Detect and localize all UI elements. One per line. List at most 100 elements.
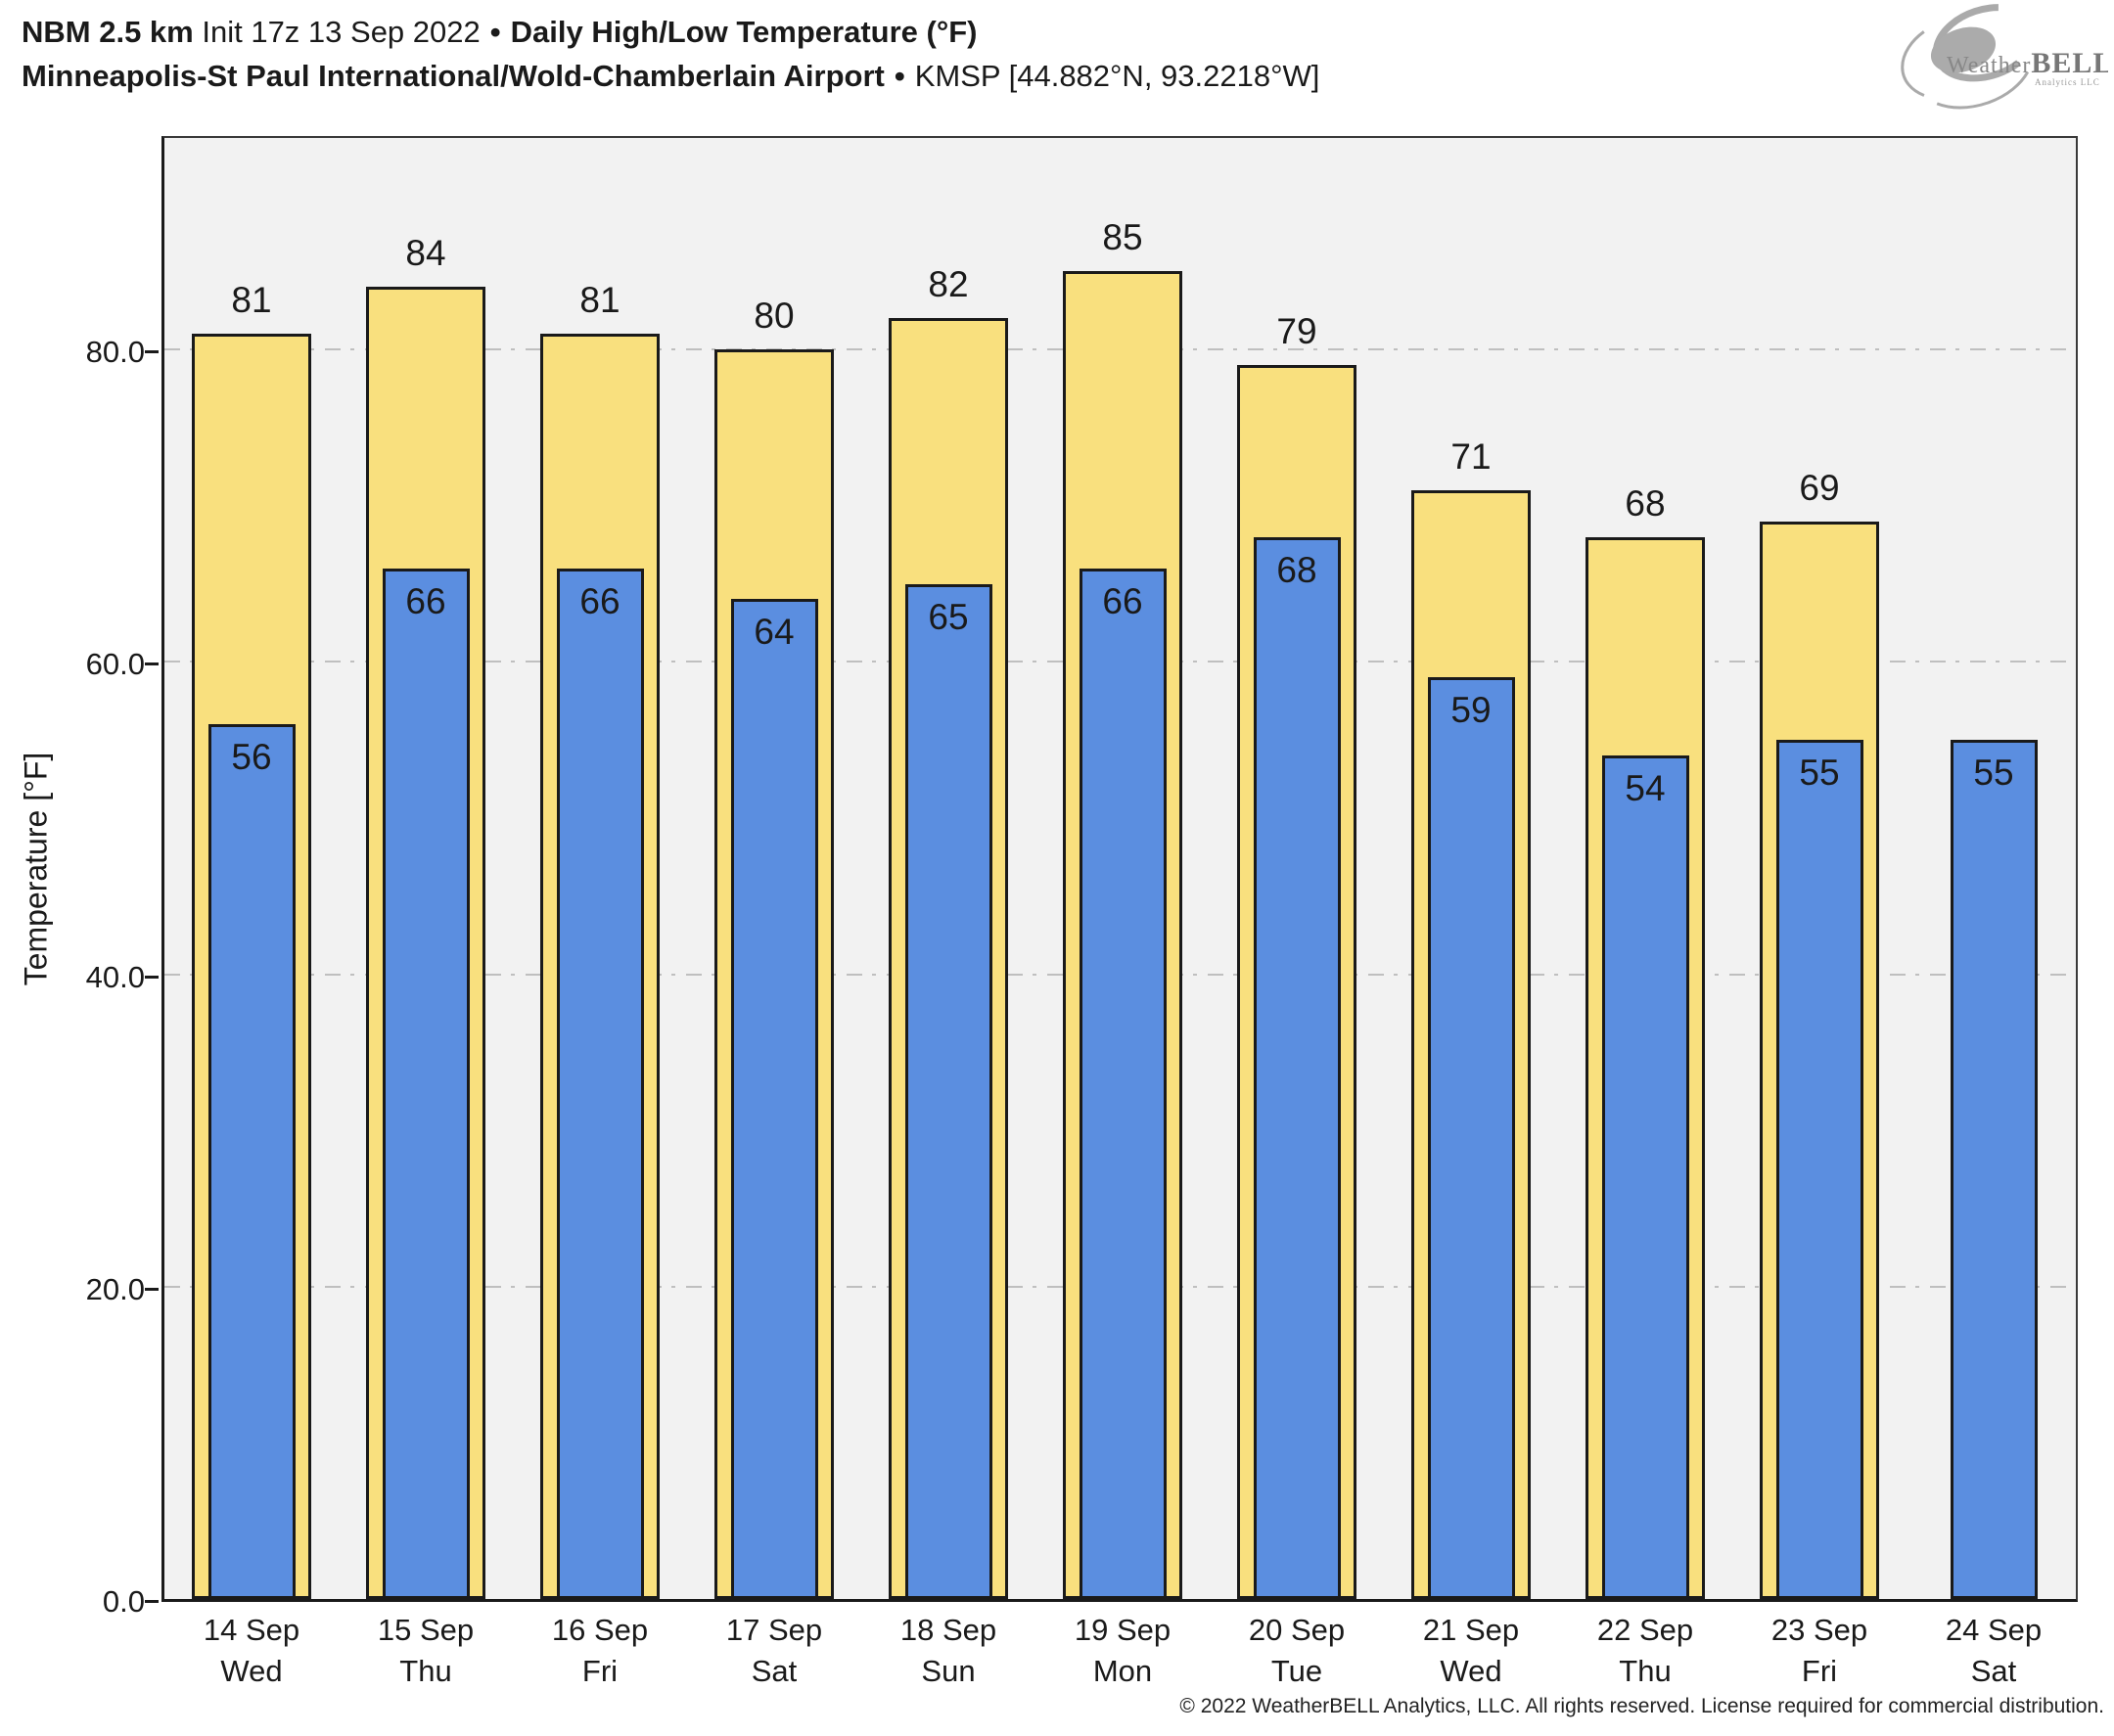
copyright-notice: © 2022 WeatherBELL Analytics, LLC. All r… (1179, 1695, 2104, 1717)
x-label-date: 18 Sep (899, 1613, 997, 1647)
low-bar (904, 583, 992, 1599)
x-label-day: Wed (1440, 1654, 1502, 1688)
x-tick-label: 19 Sep Mon (1035, 1610, 1210, 1692)
low-bar (556, 568, 644, 1599)
station-coordinates: KMSP [44.882°N, 93.2218°W] (914, 59, 1320, 93)
bar-slot: 80 64 17 Sep Sat (687, 138, 861, 1688)
low-bar (1079, 568, 1167, 1599)
x-label-date: 21 Sep (1422, 1613, 1520, 1647)
high-value-label: 68 (1625, 482, 1666, 524)
bar-slot: 79 68 20 Sep Tue (1210, 138, 1384, 1688)
temperature-chart: Temperature [°F] 81 56 14 Sep Wed 84 66 15 Sep… (19, 136, 2081, 1688)
bar-slot: 81 56 14 Sep Wed (164, 138, 339, 1688)
x-label-date: 17 Sep (725, 1613, 823, 1647)
x-label-day: Mon (1092, 1654, 1153, 1688)
logo-text-weather: WeatherBELL (1947, 47, 2108, 79)
y-tick-label: 60.0 (85, 647, 145, 682)
low-value-label: 66 (1102, 580, 1143, 621)
logo-text-bell: BELL (2031, 47, 2108, 79)
low-value-label: 54 (1625, 768, 1666, 809)
low-value-label: 68 (1276, 549, 1317, 590)
x-label-day: Tue (1270, 1654, 1323, 1688)
x-tick-label: 14 Sep Wed (164, 1610, 339, 1692)
x-label-date: 22 Sep (1596, 1613, 1694, 1647)
y-tick-label: 40.0 (85, 959, 145, 994)
x-label-date: 14 Sep (203, 1613, 300, 1647)
bar-slot: 55 24 Sep Sat (1907, 138, 2081, 1688)
y-tick-label: 0.0 (102, 1584, 145, 1619)
low-value-label: 56 (231, 737, 272, 778)
bar-slot: 85 66 19 Sep Mon (1035, 138, 1210, 1688)
high-value-label: 79 (1276, 311, 1317, 352)
y-axis-tick (145, 1287, 159, 1291)
x-tick-label: 22 Sep Thu (1558, 1610, 1732, 1692)
x-tick-label: 16 Sep Fri (513, 1610, 687, 1692)
low-value-label: 65 (928, 596, 969, 637)
x-label-day: Fri (581, 1654, 619, 1688)
high-value-label: 80 (754, 296, 795, 337)
x-label-date: 16 Sep (551, 1613, 649, 1647)
weatherbell-logo: WeatherBELL Analytics LLC (1901, 4, 2108, 110)
plot-area: 81 56 14 Sep Wed 84 66 15 Sep Thu 81 66 16 Sep Fri 8… (161, 136, 2081, 1688)
low-bar (1427, 677, 1515, 1599)
x-tick-label: 24 Sep Sat (1907, 1610, 2081, 1692)
bar-slot: 69 55 23 Sep Fri (1732, 138, 1907, 1688)
low-value-label: 55 (1799, 753, 1840, 794)
low-bar (1253, 536, 1341, 1599)
high-value-label: 81 (579, 280, 620, 321)
bar-slot: 68 54 22 Sep Thu (1558, 138, 1732, 1688)
low-value-label: 66 (579, 580, 620, 621)
high-value-label: 84 (405, 233, 446, 274)
y-tick-label: 20.0 (85, 1271, 145, 1306)
y-axis-tick (145, 975, 159, 979)
header-line-1: NBM 2.5 km Init 17z 13 Sep 2022 • Daily Hi… (22, 10, 1319, 54)
x-label-date: 24 Sep (1945, 1613, 2043, 1647)
x-label-day: Sat (1970, 1654, 2017, 1688)
x-tick-label: 17 Sep Sat (687, 1610, 861, 1692)
model-name: NBM 2.5 km (22, 15, 194, 49)
bar-slot: 82 65 18 Sep Sun (861, 138, 1035, 1688)
x-tick-label: 18 Sep Sun (861, 1610, 1035, 1692)
x-label-date: 15 Sep (377, 1613, 475, 1647)
separator-dot: • (489, 15, 501, 49)
chart-header: NBM 2.5 km Init 17z 13 Sep 2022 • Daily Hi… (22, 10, 1319, 98)
bar-slot: 71 59 21 Sep Wed (1384, 138, 1558, 1688)
high-value-label: 82 (928, 264, 969, 305)
low-bar (207, 724, 296, 1599)
high-value-label: 71 (1450, 435, 1492, 477)
x-tick-label: 21 Sep Wed (1384, 1610, 1558, 1692)
y-axis-tick (145, 662, 159, 666)
low-value-label: 66 (405, 580, 446, 621)
high-value-label: 81 (231, 280, 272, 321)
station-name: Minneapolis-St Paul International/Wold-C… (22, 59, 885, 93)
y-axis-tick (145, 350, 159, 354)
high-value-label: 85 (1102, 217, 1143, 258)
bar-slot: 81 66 16 Sep Fri (513, 138, 687, 1688)
x-label-day: Fri (1801, 1654, 1838, 1688)
low-value-label: 55 (1973, 753, 2014, 794)
header-line-2: Minneapolis-St Paul International/Wold-C… (22, 54, 1319, 98)
x-label-day: Thu (1619, 1654, 1672, 1688)
y-tick-label: 80.0 (85, 335, 145, 370)
x-label-day: Wed (220, 1654, 283, 1688)
low-value-label: 64 (754, 612, 795, 653)
init-time: Init 17z 13 Sep 2022 (202, 15, 481, 49)
x-label-day: Thu (399, 1654, 452, 1688)
y-axis-tick (145, 1600, 159, 1603)
separator-dot: • (894, 59, 905, 93)
x-label-date: 19 Sep (1074, 1613, 1172, 1647)
x-label-day: Sat (751, 1654, 798, 1688)
x-label-date: 23 Sep (1770, 1613, 1868, 1647)
low-value-label: 59 (1450, 690, 1492, 731)
low-bar (1601, 755, 1689, 1599)
low-bar (730, 599, 818, 1599)
low-bar (1950, 740, 2038, 1599)
logo-swirl-center (1930, 26, 1997, 73)
logo-text-analytics: Analytics LLC (2035, 77, 2100, 87)
high-value-label: 69 (1799, 467, 1840, 508)
x-tick-label: 23 Sep Fri (1732, 1610, 1907, 1692)
x-tick-label: 20 Sep Tue (1210, 1610, 1384, 1692)
x-tick-label: 15 Sep Thu (339, 1610, 513, 1692)
x-label-date: 20 Sep (1248, 1613, 1346, 1647)
